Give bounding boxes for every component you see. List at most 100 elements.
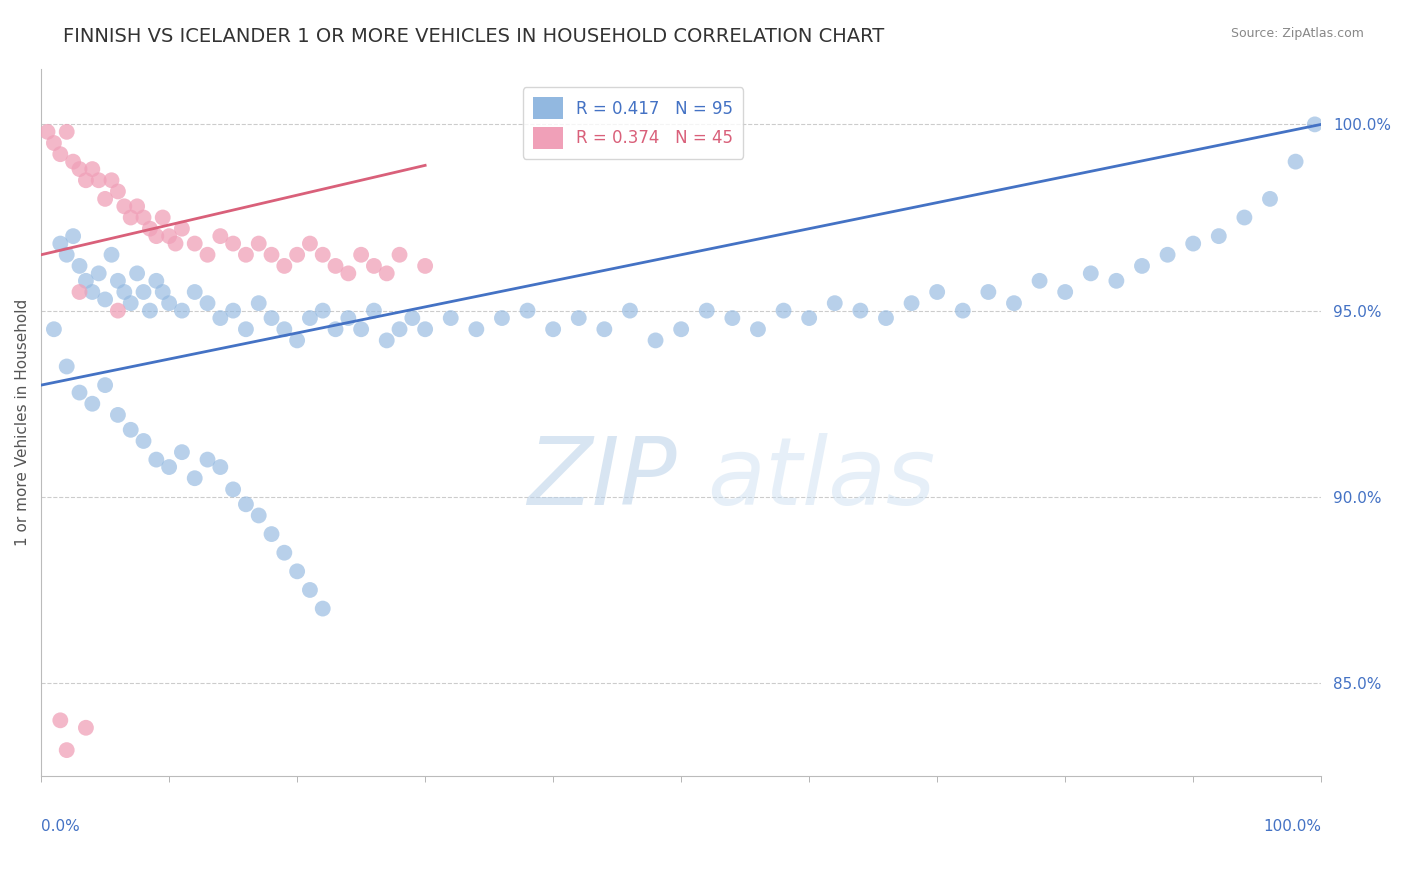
Point: [222, 483, 245, 497]
Point: [977, 285, 1000, 299]
Point: [247, 296, 270, 310]
Point: [900, 296, 922, 310]
Point: [69, 385, 91, 400]
Point: [491, 311, 513, 326]
Point: [1156, 248, 1178, 262]
Y-axis label: 1 or more Vehicles in Household: 1 or more Vehicles in Household: [15, 299, 30, 546]
Point: [152, 285, 174, 299]
Point: [107, 303, 129, 318]
Point: [1054, 285, 1077, 299]
Point: [107, 408, 129, 422]
Point: [132, 285, 155, 299]
Point: [222, 236, 245, 251]
Point: [42, 136, 65, 150]
Point: [75, 721, 97, 735]
Point: [247, 236, 270, 251]
Point: [325, 259, 347, 273]
Point: [465, 322, 488, 336]
Point: [312, 248, 335, 262]
Point: [644, 334, 666, 348]
Point: [1258, 192, 1281, 206]
Point: [69, 259, 91, 273]
Point: [1130, 259, 1153, 273]
Point: [1233, 211, 1256, 225]
Point: [1284, 154, 1306, 169]
Point: [94, 293, 117, 307]
Point: [170, 221, 193, 235]
Point: [849, 303, 872, 318]
Point: [799, 311, 821, 326]
Point: [37, 125, 59, 139]
Point: [55, 248, 77, 262]
Point: [94, 192, 117, 206]
Point: [1080, 266, 1102, 280]
Point: [145, 229, 167, 244]
Point: [312, 601, 335, 615]
Point: [875, 311, 897, 326]
Point: [350, 248, 373, 262]
Point: [273, 259, 295, 273]
Point: [49, 236, 72, 251]
Point: [170, 303, 193, 318]
Point: [62, 154, 84, 169]
Point: [363, 259, 385, 273]
Point: [235, 497, 257, 511]
Point: [824, 296, 846, 310]
Point: [82, 397, 104, 411]
Point: [132, 211, 155, 225]
Point: [593, 322, 616, 336]
Point: [87, 266, 110, 280]
Point: [298, 582, 321, 597]
Point: [100, 173, 122, 187]
Point: [440, 311, 463, 326]
Point: [1303, 117, 1326, 131]
Point: [69, 162, 91, 177]
Point: [285, 334, 308, 348]
Point: [157, 460, 180, 475]
Point: [222, 303, 245, 318]
Point: [247, 508, 270, 523]
Point: [952, 303, 974, 318]
Point: [260, 527, 283, 541]
Point: [337, 266, 360, 280]
Point: [209, 460, 232, 475]
Point: [209, 229, 232, 244]
Text: Source: ZipAtlas.com: Source: ZipAtlas.com: [1230, 27, 1364, 40]
Point: [312, 303, 335, 318]
Point: [772, 303, 794, 318]
Point: [49, 714, 72, 728]
Text: FINNISH VS ICELANDER 1 OR MORE VEHICLES IN HOUSEHOLD CORRELATION CHART: FINNISH VS ICELANDER 1 OR MORE VEHICLES …: [63, 27, 884, 45]
Point: [120, 423, 142, 437]
Point: [55, 125, 77, 139]
Point: [75, 173, 97, 187]
Point: [747, 322, 769, 336]
Point: [55, 359, 77, 374]
Point: [197, 248, 219, 262]
Point: [298, 311, 321, 326]
Point: [62, 229, 84, 244]
Point: [1105, 274, 1128, 288]
Point: [197, 452, 219, 467]
Point: [165, 236, 187, 251]
Point: [1002, 296, 1025, 310]
Point: [183, 285, 205, 299]
Point: [120, 296, 142, 310]
Point: [516, 303, 538, 318]
Point: [209, 311, 232, 326]
Point: [388, 322, 411, 336]
Point: [157, 229, 180, 244]
Point: [82, 285, 104, 299]
Point: [197, 296, 219, 310]
Point: [183, 236, 205, 251]
Point: [541, 322, 564, 336]
Point: [721, 311, 744, 326]
Point: [145, 274, 167, 288]
Legend: R = 0.417   N = 95, R = 0.374   N = 45: R = 0.417 N = 95, R = 0.374 N = 45: [523, 87, 744, 159]
Point: [157, 296, 180, 310]
Point: [568, 311, 591, 326]
Point: [235, 248, 257, 262]
Point: [127, 266, 149, 280]
Point: [401, 311, 423, 326]
Point: [1208, 229, 1230, 244]
Text: 100.0%: 100.0%: [1263, 819, 1322, 834]
